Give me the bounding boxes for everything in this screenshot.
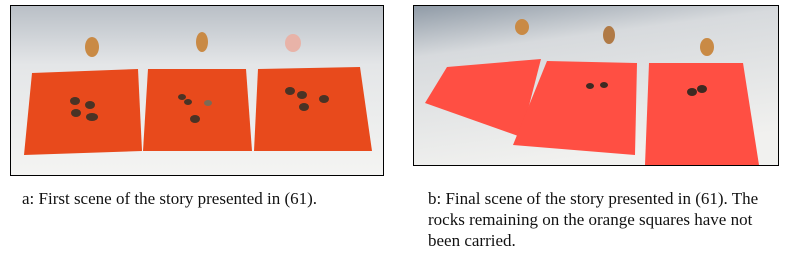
page: a: First scene of the story presented in… [0, 0, 787, 263]
photo-first-scene [10, 5, 384, 176]
caption: b: Final scene of the story presented in… [428, 188, 778, 251]
caption: a: First scene of the story presented in… [22, 188, 387, 209]
photo-final-scene [413, 5, 779, 166]
